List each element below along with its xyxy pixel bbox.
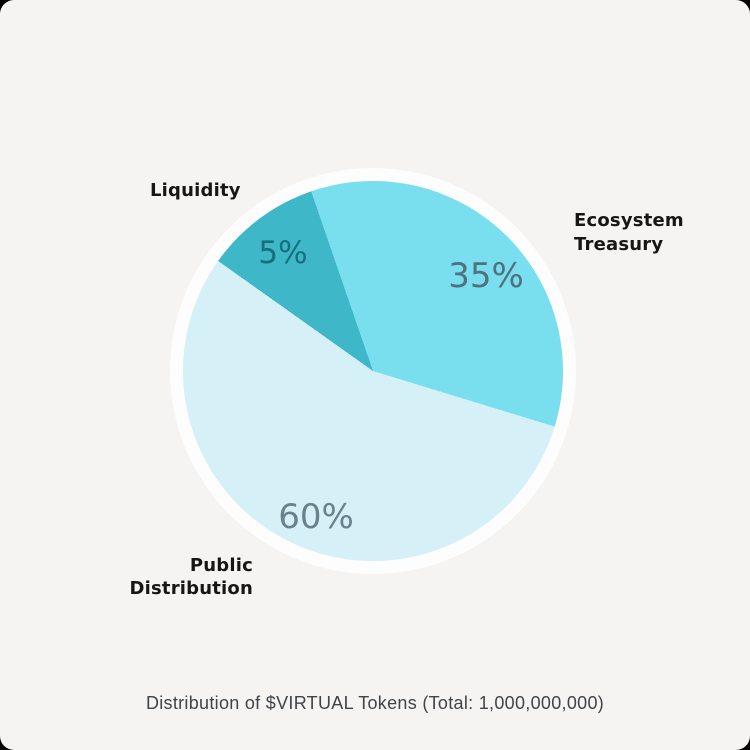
chart-title: Distribution of $VIRTUAL Tokens (Total: … (145, 693, 605, 713)
slice-label-liquidity: Liquidity (150, 180, 241, 201)
slice-label-ecosystem-treasury: Ecosystem Treasury (574, 210, 684, 255)
slice-value-ecosystem-treasury: 35% (448, 256, 524, 296)
pie (183, 181, 563, 561)
slice-value-liquidity: 5% (258, 235, 308, 271)
slice-value-public-distribution: 60% (278, 497, 354, 537)
slice-label-public-distribution: Public Distribution (129, 555, 253, 599)
